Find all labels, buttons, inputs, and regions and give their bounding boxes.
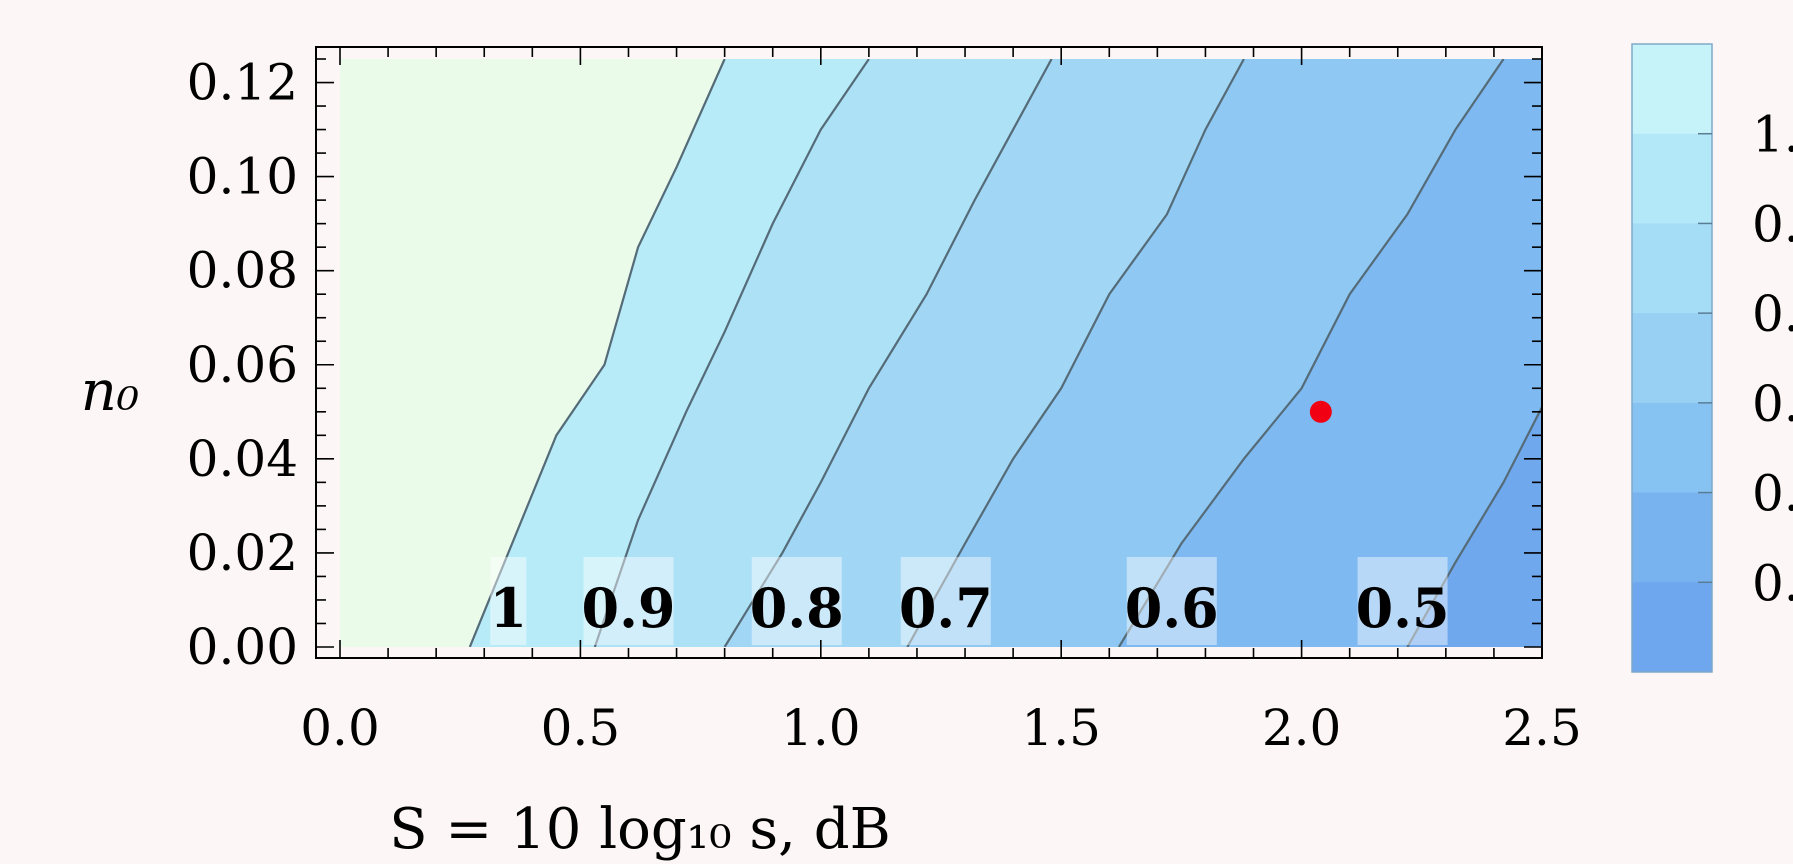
contour-region — [1407, 407, 1542, 647]
x-tick-label: 0.5 — [541, 699, 621, 757]
contour-region — [907, 59, 1504, 647]
plot-frame — [315, 46, 1543, 659]
x-axis-title: S = 10 log₁₀ s, dB — [389, 797, 890, 862]
y-tick-label: 0.08 — [187, 242, 298, 300]
x-tick-label: 2.5 — [1502, 699, 1582, 757]
y-tick-label: 0.04 — [187, 430, 298, 488]
y-axis-title: n₀ — [81, 359, 140, 424]
contour-fills — [340, 59, 1542, 647]
axis-ticks — [316, 47, 1543, 658]
contour-label-box — [490, 557, 527, 645]
contour-label-box — [751, 557, 842, 645]
contour-line — [1117, 59, 1505, 647]
contour-region — [594, 59, 1052, 647]
red-point-marker — [1309, 400, 1332, 423]
contour-line — [468, 59, 726, 647]
x-tick-label: 1.5 — [1021, 699, 1101, 757]
colorbar-frame — [1631, 43, 1713, 673]
colorbar-tick-label: 0.7 — [1752, 375, 1793, 433]
colorbar-segment — [1632, 133, 1712, 224]
contour-region — [1118, 59, 1542, 647]
colorbar: 1.0 0.9 0.8 0.7 0.6 0.5 — [1631, 43, 1793, 673]
colorbar-segment — [1632, 223, 1712, 314]
contour-label-box — [1357, 557, 1448, 645]
colorbar-segment — [1632, 492, 1712, 583]
colorbar-tick-label: 1.0 — [1752, 106, 1793, 164]
tick-labels: 0.0 0.5 1.0 1.5 2.0 2.5 0.00 0.02 0.04 0.06 0.08 0.… — [187, 54, 1582, 757]
y-tick-label: 0.02 — [187, 524, 298, 582]
contour-labels: 1 0.9 0.8 0.7 0.6 0.5 — [489, 557, 1450, 645]
colorbar-segment — [1632, 44, 1712, 135]
contour-line — [1406, 404, 1542, 647]
y-tick-label: 0.10 — [187, 148, 298, 206]
contour-region — [469, 59, 869, 647]
contour-label: 0.5 — [1356, 576, 1450, 640]
x-tick-label: 0.0 — [300, 699, 380, 757]
colorbar-tick-label: 0.8 — [1752, 285, 1793, 343]
y-tick-label: 0.06 — [187, 336, 298, 394]
contour-label: 0.7 — [899, 576, 993, 640]
contour-line — [593, 59, 870, 647]
colorbar-tick-label: 0.9 — [1752, 195, 1793, 253]
contour-region — [340, 59, 725, 647]
colorbar-tick-label: 0.5 — [1752, 554, 1793, 612]
contour-line — [906, 59, 1245, 647]
contour-label-box — [583, 557, 674, 645]
contour-label-box — [900, 557, 991, 645]
colorbar-segment — [1632, 313, 1712, 404]
contour-label: 1 — [489, 576, 527, 640]
colorbar-tick-label: 0.6 — [1752, 465, 1793, 523]
contour-region — [724, 59, 1244, 647]
x-tick-label: 1.0 — [781, 699, 861, 757]
contour-label: 0.8 — [750, 576, 844, 640]
colorbar-segment — [1632, 582, 1712, 673]
y-tick-label: 0.00 — [187, 618, 298, 676]
contour-label: 0.6 — [1125, 576, 1219, 640]
contour-line — [723, 59, 1053, 647]
x-tick-label: 2.0 — [1262, 699, 1342, 757]
colorbar-segment — [1632, 402, 1712, 494]
contour-label: 0.9 — [582, 576, 676, 640]
contour-label-box — [1126, 557, 1217, 645]
contour-lines — [468, 59, 1542, 647]
y-tick-label: 0.12 — [187, 54, 298, 112]
